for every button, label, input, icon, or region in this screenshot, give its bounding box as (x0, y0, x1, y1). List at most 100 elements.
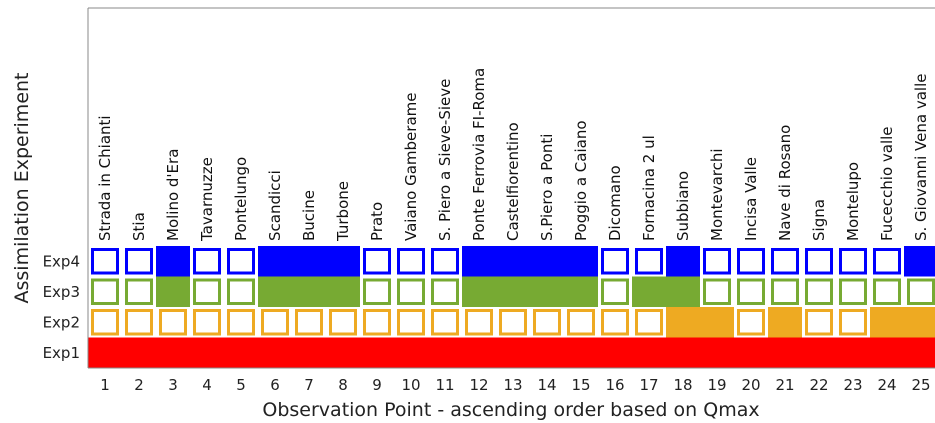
x-tick-label: 2 (134, 376, 144, 394)
x-tick-label: 21 (775, 376, 794, 394)
heatmap-cell-filled (870, 338, 904, 369)
station-label: Tavarnuzze (198, 157, 216, 242)
heatmap-cell-filled (666, 277, 700, 308)
station-label: S. Piero a Sieve-Sieve (436, 79, 454, 241)
x-tick-label: 12 (469, 376, 488, 394)
heatmap-cell-filled (734, 338, 768, 369)
heatmap-cell-filled (156, 277, 190, 308)
x-tick-label: 25 (911, 376, 930, 394)
heatmap-cell-filled (394, 338, 428, 369)
heatmap-cell-filled (768, 307, 802, 338)
heatmap-cell-filled (224, 338, 258, 369)
x-tick-label: 22 (809, 376, 828, 394)
station-label: Subbiano (674, 171, 692, 241)
station-label: Fornacina 2 ul (640, 135, 658, 241)
heatmap-cell-filled (904, 338, 935, 369)
x-tick-label: 1 (100, 376, 110, 394)
station-label: Dicomano (606, 165, 624, 241)
station-label: Nave di Rosano (776, 125, 794, 241)
heatmap-cell-filled (564, 338, 598, 369)
heatmap-cell-filled (88, 338, 122, 369)
x-tick-label: 9 (372, 376, 382, 394)
heatmap-cell-filled (700, 338, 734, 369)
heatmap-cell-filled (564, 277, 598, 308)
station-label: Turbone (334, 181, 352, 242)
heatmap-cell-filled (564, 246, 598, 277)
heatmap-cell-filled (156, 338, 190, 369)
heatmap-cell-filled (632, 277, 666, 308)
x-tick-label: 16 (605, 376, 624, 394)
heatmap-cell-filled (530, 338, 564, 369)
y-tick-label: Exp4 (43, 252, 80, 270)
station-label: S.Piero a Ponti (538, 134, 556, 241)
heatmap-cell-filled (666, 246, 700, 277)
heatmap-cell-filled (326, 338, 360, 369)
heatmap-cell-filled (326, 246, 360, 277)
y-tick-label: Exp1 (43, 344, 80, 362)
station-label: Vaiano Gamberame (402, 93, 420, 241)
heatmap-cell-filled (802, 338, 836, 369)
heatmap-cell-filled (666, 338, 700, 369)
heatmap-cell-filled (496, 338, 530, 369)
heatmap-cell-filled (258, 277, 292, 308)
heatmap-cell-filled (496, 277, 530, 308)
x-tick-label: 18 (673, 376, 692, 394)
x-tick-label: 11 (435, 376, 454, 394)
station-label: Pontelungo (232, 157, 250, 241)
x-tick-label: 6 (270, 376, 280, 394)
station-label: Strada in Chianti (96, 115, 114, 241)
heatmap-cell-filled (904, 307, 935, 338)
y-axis-label: Assimilation Experiment (11, 73, 33, 304)
x-tick-label: 13 (503, 376, 522, 394)
station-label: Montelupo (844, 162, 862, 241)
heatmap-cell-filled (156, 246, 190, 277)
x-tick-label: 14 (537, 376, 556, 394)
station-label: Signa (810, 199, 828, 241)
station-label: Montevarchi (708, 148, 726, 241)
station-label: Ponte Ferrovia FI-Roma (470, 68, 488, 241)
station-label: Scandicci (266, 170, 284, 241)
station-labels: Strada in Chianti Stia Molino d'Era Tavarnu… (96, 68, 930, 242)
heatmap-cell-filled (190, 338, 224, 369)
x-axis-label: Observation Point - ascending order base… (262, 399, 759, 421)
x-tick-label: 15 (571, 376, 590, 394)
station-label: Bucine (300, 190, 318, 241)
heatmap-cell-filled (326, 277, 360, 308)
heatmap-cell-filled (122, 338, 156, 369)
heatmap-cell-filled (836, 338, 870, 369)
heatmap-cell-filled (428, 338, 462, 369)
heatmap-cell-filled (904, 246, 935, 277)
station-label: Prato (368, 202, 386, 241)
x-tick-label: 20 (741, 376, 760, 394)
heatmap-cell-filled (530, 246, 564, 277)
y-tick-labels: Exp4 Exp3 Exp2 Exp1 (43, 252, 80, 362)
heatmap-cell-filled (530, 277, 564, 308)
station-label: Poggio a Caiano (572, 120, 590, 241)
x-tick-label: 10 (401, 376, 420, 394)
heatmap-cell-filled (870, 307, 904, 338)
station-label: Castelfiorentino (504, 122, 522, 241)
heatmap-cell-filled (496, 246, 530, 277)
x-tick-label: 19 (707, 376, 726, 394)
x-tick-label: 4 (202, 376, 212, 394)
heatmap-cell-filled (258, 338, 292, 369)
heatmap-cell-filled (700, 307, 734, 338)
heatmap-cell-filled (598, 338, 632, 369)
x-tick-label: 8 (338, 376, 348, 394)
heatmap-cell-filled (360, 338, 394, 369)
heatmap-cell-filled (666, 307, 700, 338)
y-tick-label: Exp3 (43, 283, 80, 301)
station-label: S. Giovanni Vena valle (912, 74, 930, 241)
heatmap-cell-filled (462, 338, 496, 369)
y-tick-label: Exp2 (43, 313, 80, 331)
heatmap-cell-filled (768, 338, 802, 369)
heatmap-cell-filled (292, 277, 326, 308)
heatmap-cell-filled (258, 246, 292, 277)
x-tick-label: 7 (304, 376, 314, 394)
heatmap-cell-filled (292, 246, 326, 277)
x-tick-label: 23 (843, 376, 862, 394)
heatmap-cells (88, 246, 935, 368)
heatmap-cell-filled (462, 246, 496, 277)
station-label: Stia (130, 212, 148, 241)
